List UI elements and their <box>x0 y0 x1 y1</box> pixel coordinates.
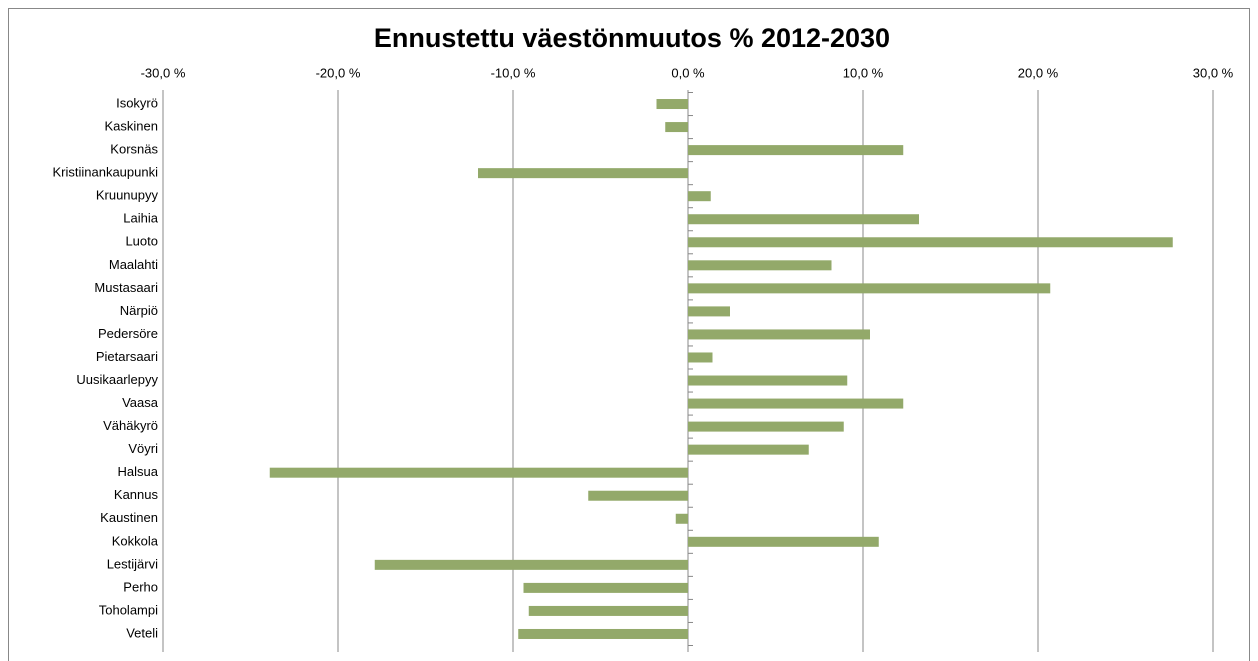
y-tick-label: Kristiinankaupunki <box>52 165 158 180</box>
bar <box>688 191 711 202</box>
x-tick-label: -30,0 % <box>141 65 186 80</box>
y-tick-label: Isokyrö <box>116 95 158 110</box>
chart-frame <box>8 8 1250 661</box>
y-tick-label: Korsnäs <box>110 142 158 157</box>
y-tick-label: Pietarsaari <box>96 349 158 364</box>
bar <box>688 214 919 225</box>
y-tick-label: Veteli <box>126 625 158 640</box>
bar <box>478 168 688 179</box>
bar <box>528 605 688 616</box>
x-tick-label: -20,0 % <box>316 65 361 80</box>
x-tick-label: 10,0 % <box>843 65 884 80</box>
bar <box>688 306 730 317</box>
y-tick-label: Laihia <box>123 211 158 226</box>
y-tick-label: Kaustinen <box>100 510 158 525</box>
y-tick-label: Närpiö <box>120 303 158 318</box>
y-tick-label: Lestijärvi <box>107 556 158 571</box>
bar <box>688 536 879 547</box>
x-tick-label: 30,0 % <box>1193 65 1234 80</box>
bar <box>656 99 688 110</box>
chart-title: Ennustettu väestönmuutos % 2012-2030 <box>374 23 890 53</box>
y-tick-label: Vöyri <box>128 441 158 456</box>
bar <box>688 283 1051 294</box>
y-tick-label: Kruunupyy <box>96 188 159 203</box>
bar <box>688 237 1173 248</box>
y-tick-label: Maalahti <box>109 257 158 272</box>
y-tick-label: Kaskinen <box>105 119 158 134</box>
y-tick-label: Toholampi <box>99 602 158 617</box>
bar <box>269 467 688 478</box>
bar <box>688 329 870 340</box>
bar <box>688 145 904 156</box>
x-tick-label: 20,0 % <box>1018 65 1059 80</box>
y-tick-label: Luoto <box>125 234 158 249</box>
bar <box>665 122 688 133</box>
bar <box>523 582 688 593</box>
y-tick-label: Halsua <box>118 464 159 479</box>
y-tick-label: Pedersöre <box>98 326 158 341</box>
bar <box>374 559 688 570</box>
bar <box>688 398 904 409</box>
y-tick-label: Kannus <box>114 487 159 502</box>
y-tick-label: Vähäkyrö <box>103 418 158 433</box>
x-tick-label: 0,0 % <box>671 65 705 80</box>
y-tick-label: Kokkola <box>112 533 159 548</box>
bar <box>688 421 844 432</box>
bar <box>688 444 809 455</box>
y-tick-label: Uusikaarlepyy <box>76 372 158 387</box>
y-tick-label: Mustasaari <box>94 280 158 295</box>
y-tick-label: Vaasa <box>122 395 159 410</box>
x-tick-label: -10,0 % <box>491 65 536 80</box>
bar <box>588 490 688 501</box>
bar <box>675 513 688 524</box>
bar <box>518 628 688 639</box>
bar <box>688 375 848 386</box>
y-tick-label: Perho <box>123 579 158 594</box>
bar <box>688 260 832 271</box>
bar <box>688 352 713 363</box>
